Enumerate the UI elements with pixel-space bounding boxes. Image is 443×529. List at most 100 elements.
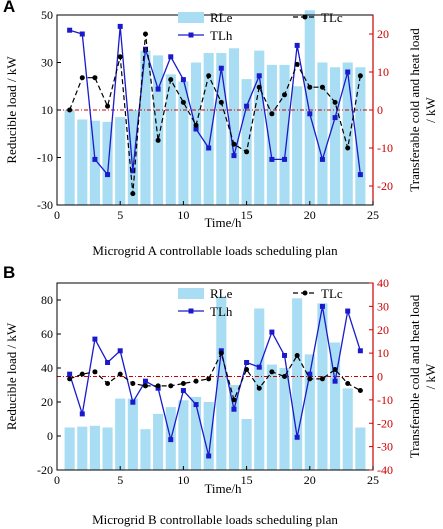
- bar-rle: [216, 296, 227, 470]
- x-tick-label: 10: [177, 473, 189, 487]
- x-tick-label: 5: [117, 208, 123, 222]
- panel-caption: Microgrid B controllable loads schedulin…: [92, 512, 338, 527]
- y-left-tick-label: -20: [37, 463, 53, 477]
- y-right-tick-label: 0: [377, 370, 383, 384]
- point-tlh: [294, 434, 300, 440]
- bar-rle: [127, 110, 138, 205]
- x-tick-label: 10: [177, 208, 189, 222]
- point-tlh: [269, 329, 275, 335]
- y-left-tick-label: 30: [41, 56, 53, 70]
- point-tlh: [357, 172, 363, 178]
- point-tlc: [307, 376, 313, 382]
- bar-rle: [127, 398, 138, 470]
- point-tlc: [180, 381, 186, 387]
- point-tlh: [142, 378, 148, 384]
- point-tlh: [117, 23, 123, 29]
- bar-rle: [317, 62, 328, 205]
- x-tick-label: 5: [117, 473, 123, 487]
- point-tlh: [244, 359, 250, 365]
- point-tlc: [282, 374, 288, 379]
- y-right-tick-label: -10: [377, 393, 393, 407]
- point-tlc: [142, 31, 148, 37]
- point-tlc: [244, 366, 250, 372]
- point-tlc: [345, 381, 351, 387]
- point-tlh: [269, 156, 275, 162]
- point-tlh: [142, 46, 148, 52]
- bar-rle: [140, 50, 151, 205]
- point-tlh: [117, 348, 123, 354]
- x-tick-label: 0: [54, 473, 60, 487]
- point-tlc: [332, 99, 338, 105]
- panel-label: A: [3, 0, 15, 16]
- bar-rle: [190, 396, 202, 470]
- bar-rle: [330, 342, 341, 470]
- legend-marker-tlh: [188, 32, 194, 38]
- point-tlh: [256, 364, 262, 370]
- y-right-axis-label-line1: Transferable cold and heat load: [407, 28, 422, 192]
- point-tlh: [130, 168, 136, 174]
- legend-label-rle: RLe: [210, 10, 233, 25]
- point-tlc: [269, 111, 275, 117]
- y-left-tick-label: 0: [47, 429, 53, 443]
- point-tlc: [332, 366, 338, 372]
- point-tlc: [130, 381, 136, 387]
- y-left-axis-label: Reducible load / kW: [4, 56, 19, 164]
- bar-rle: [153, 55, 164, 205]
- bar-rle: [203, 53, 214, 205]
- bar-rle: [165, 74, 176, 205]
- point-tlc: [155, 383, 161, 389]
- point-tlh: [79, 31, 85, 37]
- point-tlh: [282, 352, 288, 358]
- bar-rle: [216, 53, 227, 205]
- point-tlh: [319, 303, 325, 309]
- y-left-tick-label: 50: [41, 8, 53, 22]
- point-tlc: [79, 371, 85, 377]
- point-tlh: [193, 402, 199, 408]
- point-tlc: [294, 352, 300, 358]
- bar-rle: [228, 385, 240, 470]
- point-tlc: [218, 350, 224, 356]
- bar-rle: [292, 86, 303, 205]
- bar-rle: [178, 81, 189, 205]
- bar-rle: [64, 110, 75, 205]
- y-right-tick-label: -40: [377, 463, 393, 477]
- y-right-tick-label: 10: [377, 65, 389, 79]
- series-line-tlh: [69, 306, 361, 457]
- point-tlc: [319, 84, 325, 90]
- x-tick-label: 0: [54, 208, 60, 222]
- point-tlh: [319, 156, 325, 162]
- y-right-tick-label: -20: [377, 416, 393, 430]
- x-tick-label: 20: [304, 208, 316, 222]
- bar-rle: [330, 67, 341, 205]
- legend-label-rle: RLe: [210, 286, 233, 301]
- legend-label-tlh: TLh: [210, 304, 233, 319]
- y-right-tick-label: -20: [377, 179, 393, 193]
- point-tlc: [67, 376, 73, 382]
- point-tlc: [168, 77, 174, 83]
- y-right-tick-label: -30: [377, 440, 393, 454]
- point-tlc: [117, 371, 123, 377]
- bar-rle: [266, 64, 277, 205]
- point-tlh: [67, 27, 73, 33]
- chart-panel-a: 0 5 10 15 20 25 Time/h -30 -10 10 30 50 Reducible lo…: [3, 0, 438, 258]
- bar-rle: [279, 368, 290, 470]
- point-tlc: [206, 376, 212, 382]
- point-tlc: [231, 141, 237, 147]
- point-tlh: [345, 69, 351, 75]
- point-tlh: [256, 73, 262, 79]
- point-tlh: [180, 388, 186, 394]
- point-tlh: [307, 111, 313, 117]
- point-tlh: [180, 77, 186, 83]
- x-tick-label: 15: [241, 208, 253, 222]
- point-tlh: [105, 172, 111, 178]
- point-tlh: [92, 156, 98, 162]
- point-tlc: [256, 385, 262, 391]
- point-tlh: [218, 65, 224, 71]
- bar-rle: [153, 413, 164, 470]
- legend-swatch-rle: [178, 12, 204, 23]
- x-axis-label: Time/h: [204, 481, 242, 496]
- bar-rle: [77, 119, 88, 205]
- point-tlh: [345, 308, 351, 314]
